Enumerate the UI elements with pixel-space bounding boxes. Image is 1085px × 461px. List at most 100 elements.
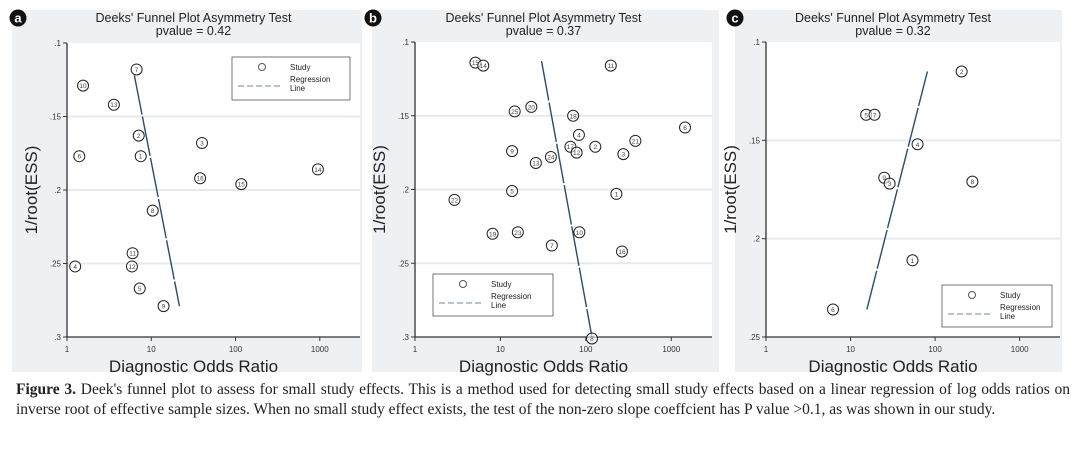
study-marker <box>615 245 628 258</box>
study-label: 13 <box>532 160 540 167</box>
study-point-8: 8 <box>966 175 979 188</box>
caption-label: Figure 3. <box>16 381 76 398</box>
x-tick-label: 1 <box>413 345 418 354</box>
study-marker <box>194 172 207 185</box>
legend-study-marker <box>459 280 467 288</box>
study-point-21: 21 <box>629 134 642 147</box>
legend-study-label: Study <box>1000 291 1020 300</box>
study-label: 5 <box>138 286 142 293</box>
x-axis-label: Diagnostic Odds Ratio <box>808 357 977 376</box>
y-axis-label: 1/root(ESS) <box>721 145 740 234</box>
study-marker <box>146 204 159 217</box>
study-point-13: 13 <box>107 98 120 111</box>
legend-box <box>432 273 554 317</box>
panel-b: .1 .15 .2 .25 .3 1 10 100 1000 Deeks' Funnel Plot… <box>364 9 719 376</box>
study-marker <box>157 300 170 313</box>
x-axis-label: Diagnostic Odds Ratio <box>109 357 278 376</box>
chart-title: Deeks' Funnel Plot Asymmetry Test <box>446 11 643 25</box>
x-tick-label: 100 <box>229 345 243 354</box>
study-point-12: 12 <box>570 146 583 159</box>
study-marker <box>126 247 139 260</box>
legend-box <box>231 56 351 101</box>
study-label: 6 <box>831 307 835 314</box>
study-label: 17 <box>567 144 575 151</box>
study-point-9: 9 <box>157 300 170 313</box>
study-label: 7 <box>873 112 877 119</box>
study-label: 16 <box>197 176 205 183</box>
x-tick-label: 1000 <box>1011 345 1029 354</box>
study-point-7: 7 <box>868 108 881 121</box>
chart-title: Deeks' Funnel Plot Asymmetry Test <box>795 11 992 25</box>
y-tick-label: .15 <box>50 113 62 122</box>
regression-line <box>866 71 929 310</box>
study-point-6: 6 <box>826 303 839 316</box>
study-label: 8 <box>590 336 594 343</box>
study-marker <box>868 108 881 121</box>
study-label: 5 <box>510 188 514 195</box>
study-marker <box>610 187 623 200</box>
study-label: 6 <box>683 125 687 132</box>
y-tick-label: .3 <box>54 333 61 342</box>
study-label: 1 <box>911 258 915 265</box>
y-tick-label: .15 <box>749 136 761 145</box>
study-marker <box>448 193 461 206</box>
study-marker <box>589 140 602 153</box>
study-label: 11 <box>607 63 614 70</box>
study-marker <box>525 100 538 113</box>
study-point-2: 2 <box>132 129 145 142</box>
study-label: 24 <box>547 155 555 162</box>
study-point-4: 4 <box>911 138 924 151</box>
study-marker <box>506 145 519 158</box>
y-axis-label: 1/root(ESS) <box>370 145 389 234</box>
study-point-18: 18 <box>567 109 580 122</box>
y-tick-label: .1 <box>402 38 409 47</box>
panel-badge <box>364 9 382 27</box>
x-tick-label: 1 <box>65 345 70 354</box>
study-marker <box>585 332 598 345</box>
study-marker <box>132 129 145 142</box>
study-marker <box>130 63 143 76</box>
regression-line <box>540 61 593 338</box>
study-point-5: 5 <box>506 184 519 197</box>
study-point-4: 4 <box>69 260 82 273</box>
x-axis-label: Diagnostic Odds Ratio <box>459 357 628 376</box>
study-marker <box>679 121 692 134</box>
study-point-14: 14 <box>311 163 324 176</box>
study-point-5: 5 <box>133 282 146 295</box>
study-label: 16 <box>618 249 626 256</box>
study-point-3: 3 <box>195 136 208 149</box>
study-marker <box>955 65 968 78</box>
study-marker <box>486 227 499 240</box>
x-tick-label: 1 <box>764 345 769 354</box>
study-label: 14 <box>480 63 488 70</box>
panel-badge-label: c <box>731 11 738 26</box>
study-label: 3 <box>888 181 892 188</box>
study-point-6: 6 <box>73 150 86 163</box>
study-label: 2 <box>137 133 141 140</box>
study-label: 8 <box>151 208 155 215</box>
study-marker <box>544 151 557 164</box>
regression-line <box>133 75 181 307</box>
legend-regression-label: Regression <box>290 75 330 84</box>
study-label: 15 <box>472 60 480 67</box>
study-point-4: 4 <box>572 128 585 141</box>
legend-regression-label-2: Line <box>1000 312 1016 321</box>
study-point-19: 19 <box>486 227 499 240</box>
study-marker <box>77 79 90 92</box>
y-tick-label: .25 <box>749 333 761 342</box>
study-label: 13 <box>110 102 118 109</box>
study-marker <box>508 105 521 118</box>
x-tick-label: 10 <box>147 345 156 354</box>
study-label: 3 <box>622 152 626 159</box>
study-point-16: 16 <box>194 172 207 185</box>
study-label: 3 <box>200 140 204 147</box>
y-tick-label: .25 <box>50 260 62 269</box>
study-label: 5 <box>864 112 868 119</box>
study-label: 2 <box>593 144 597 151</box>
study-marker <box>573 226 586 239</box>
chart-subtitle: pvalue = 0.37 <box>506 24 581 38</box>
study-point-16: 16 <box>615 245 628 258</box>
study-point-10: 10 <box>573 226 586 239</box>
study-marker <box>570 146 583 159</box>
